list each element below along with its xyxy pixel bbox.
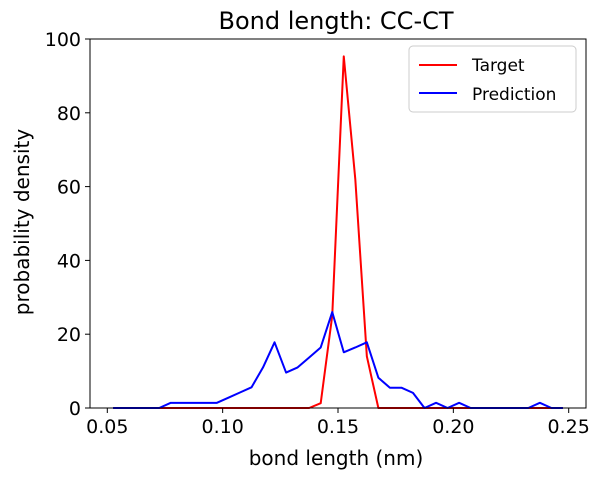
x-tick-label: 0.05 — [86, 416, 128, 438]
y-tick-label: 40 — [57, 250, 81, 272]
chart-title: Bond length: CC-CT — [218, 7, 453, 35]
legend-label-target: Target — [471, 56, 525, 76]
y-tick-label: 20 — [57, 324, 81, 346]
y-tick-label: 0 — [69, 398, 81, 420]
legend-label-prediction: Prediction — [472, 85, 556, 105]
y-tick-label: 100 — [45, 29, 81, 51]
plot-area: 0.05 0.10 0.15 0.20 0.25 0 20 40 60 80 100 — [45, 29, 590, 438]
x-tick-label: 0.25 — [548, 416, 590, 438]
series-line-prediction — [113, 311, 563, 409]
y-axis-label: probability density — [10, 129, 34, 316]
legend-frame — [408, 45, 577, 113]
y-tick-label: 60 — [57, 177, 81, 199]
x-tick-label: 0.15 — [317, 416, 359, 438]
y-tick-label: 80 — [57, 103, 81, 125]
x-tick-label: 0.10 — [201, 416, 243, 438]
x-axis-label: bond length (nm) — [249, 446, 424, 470]
legend: Target Prediction — [408, 45, 577, 113]
x-tick-label: 0.20 — [432, 416, 474, 438]
